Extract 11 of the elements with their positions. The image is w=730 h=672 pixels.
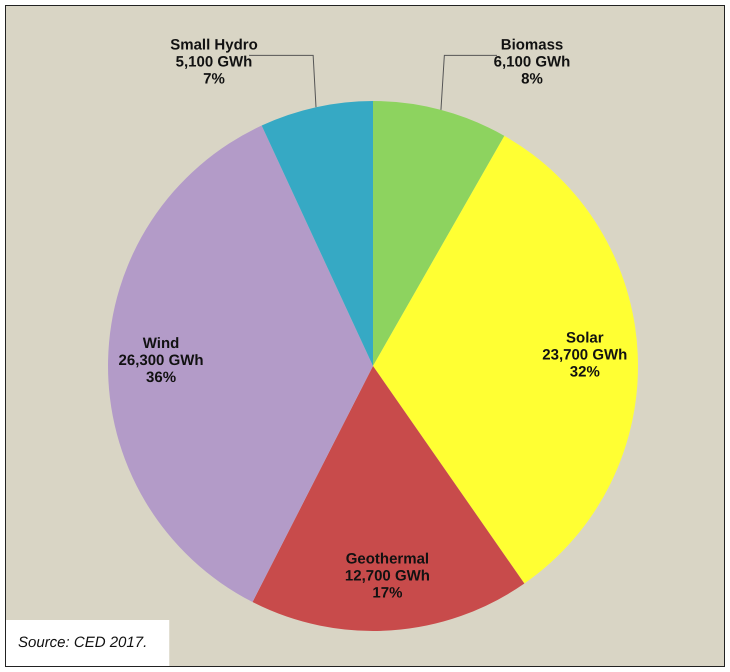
data-label: 6,100 GWh 8% [494, 53, 570, 88]
slice-label: Geothermal [346, 550, 430, 568]
source-note: Source: CED 2017. [18, 634, 148, 652]
data-label: 5,100 GWh 7% [176, 53, 252, 88]
data-label: 26,300 GWh 36% [118, 352, 204, 386]
slice-label: Wind [142, 335, 180, 352]
slice-label: Biomass [500, 36, 564, 54]
slice-label: Small Hydro [170, 36, 258, 54]
slice-label: Solar [566, 330, 604, 347]
data-label: 23,700 GWh 32% [542, 346, 628, 381]
data-label: 12,700 GWh 17% [344, 568, 430, 602]
